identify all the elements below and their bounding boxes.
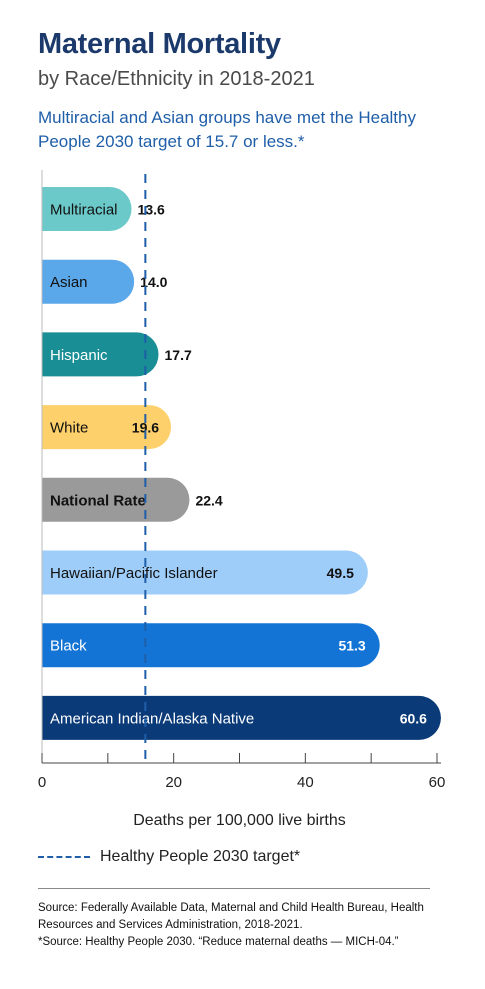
category-label: Asian: [50, 274, 88, 291]
bar: [42, 550, 368, 595]
category-label: American Indian/Alaska Native: [50, 710, 254, 727]
legend-target-swatch: [38, 856, 90, 858]
value-label: 51.3: [338, 638, 365, 654]
x-tick-label: 20: [165, 774, 182, 791]
legend-target-label: Healthy People 2030 target*: [100, 848, 301, 865]
bar: [42, 187, 132, 231]
x-tick-label: 0: [38, 774, 46, 791]
source-line-target: *Source: Healthy People 2030. “Reduce ma…: [38, 936, 399, 948]
source-line: Source: Federally Available Data, Matern…: [38, 902, 424, 931]
source-notes: Source: Federally Available Data, Matern…: [38, 900, 448, 951]
bar: [42, 695, 441, 740]
legend: Healthy People 2030 target*: [38, 848, 300, 866]
value-label: 49.5: [327, 565, 354, 581]
bar: [42, 405, 172, 450]
value-label: 14.0: [140, 274, 167, 290]
x-tick-label: 60: [429, 774, 446, 791]
bar: [42, 259, 135, 304]
value-label: 60.6: [400, 710, 427, 726]
value-label: 22.4: [195, 492, 222, 508]
chart-headline: Multiracial and Asian groups have met th…: [38, 108, 416, 151]
value-label: 19.6: [132, 420, 159, 436]
category-label: National Rate: [50, 492, 146, 509]
category-label: White: [50, 420, 88, 437]
value-label: 17.7: [165, 347, 192, 363]
category-label: Black: [50, 638, 87, 655]
category-label: Hawaiian/Pacific Islander: [50, 565, 218, 582]
chart-title: Maternal Mortality: [38, 28, 281, 60]
category-label: Hispanic: [50, 347, 108, 364]
bar-chart: Multiracial 13.6 Asian 14.0 Hispanic 17.7 Whit…: [38, 170, 446, 829]
bar: [42, 623, 380, 668]
x-tick-label: 40: [297, 774, 314, 791]
value-label: 13.6: [138, 202, 165, 218]
x-axis-label: Deaths per 100,000 live births: [133, 812, 346, 829]
chart-subtitle: by Race/Ethnicity in 2018-2021: [38, 68, 315, 90]
bar: [42, 477, 190, 522]
category-label: Multiracial: [50, 202, 118, 219]
divider: [38, 888, 430, 889]
bar: [42, 332, 159, 377]
